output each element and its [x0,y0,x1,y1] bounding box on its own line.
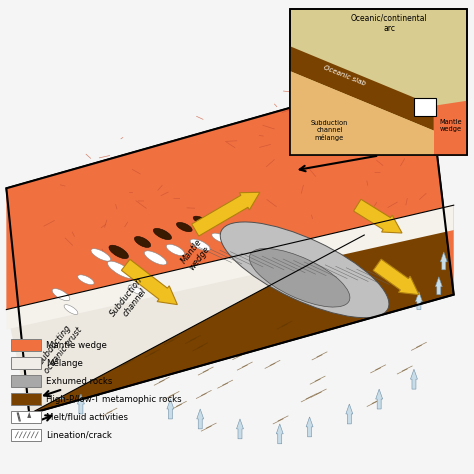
Ellipse shape [128,285,143,294]
Ellipse shape [64,305,78,314]
Ellipse shape [212,233,228,243]
Ellipse shape [220,222,389,318]
Ellipse shape [91,249,110,261]
FancyArrow shape [237,419,244,439]
Ellipse shape [176,222,192,232]
Text: Mélange: Mélange [46,358,83,368]
Text: Mantle
wedge: Mantle wedge [179,238,211,272]
Ellipse shape [249,248,350,307]
Bar [11,429,41,441]
Ellipse shape [109,245,128,259]
Text: Subduction
channel
mélange: Subduction channel mélange [311,120,348,141]
FancyArrow shape [121,259,177,305]
Ellipse shape [190,239,210,251]
Polygon shape [6,69,454,310]
Text: Mantle
wedge: Mantle wedge [439,119,462,132]
Polygon shape [6,205,454,329]
FancyArrow shape [197,409,204,429]
Bar [11,375,41,387]
Ellipse shape [135,237,151,247]
Polygon shape [434,101,466,155]
Ellipse shape [193,216,207,224]
Bar [11,393,41,405]
FancyArrow shape [346,404,353,424]
Text: Oceanic/continental
arc: Oceanic/continental arc [351,14,428,33]
FancyArrow shape [276,424,283,444]
Bar [11,357,41,369]
FancyArrow shape [354,199,402,233]
FancyArrow shape [192,192,260,236]
Text: Exhumed rocks: Exhumed rocks [46,377,112,386]
Ellipse shape [108,261,134,278]
Bar [11,411,41,423]
Text: Melt/fluid activities: Melt/fluid activities [46,412,128,421]
Ellipse shape [52,289,70,301]
Polygon shape [6,69,454,414]
Bar [290,9,466,155]
Text: Subduction
channel: Subduction channel [109,275,153,324]
FancyArrow shape [435,277,442,295]
FancyArrow shape [410,369,418,389]
Bar [414,98,436,116]
Polygon shape [290,71,434,155]
Ellipse shape [144,251,167,265]
Polygon shape [27,412,31,418]
Text: Mantle wedge: Mantle wedge [46,341,107,350]
FancyArrow shape [77,394,84,414]
Bar [11,339,41,351]
Text: Oceanic slab: Oceanic slab [322,65,366,87]
FancyArrow shape [373,259,419,295]
Text: High-P/low-T metamophic rocks: High-P/low-T metamophic rocks [46,394,182,403]
FancyArrow shape [415,292,422,310]
FancyArrow shape [57,379,64,399]
FancyArrow shape [376,389,383,409]
Polygon shape [6,205,454,414]
Text: Subducting
oceanic crust: Subducting oceanic crust [34,319,84,375]
FancyArrow shape [306,417,313,437]
Ellipse shape [153,228,172,240]
Ellipse shape [78,275,94,285]
Polygon shape [290,46,434,131]
Text: Lineation/crack: Lineation/crack [46,430,112,439]
FancyArrow shape [167,399,174,419]
FancyArrow shape [440,252,447,270]
Bar [290,9,466,155]
Ellipse shape [166,244,184,255]
